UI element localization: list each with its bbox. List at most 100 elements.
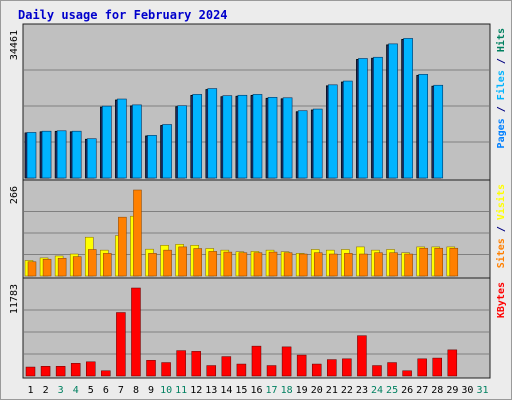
bar-kbytes-day-22	[342, 358, 352, 377]
bar-sites-day-2	[42, 258, 52, 277]
bar-kbytes-day-29	[447, 349, 458, 377]
legend-files: Files	[495, 70, 507, 100]
x-tick-label: 27	[416, 385, 428, 396]
legend-sites: Sites	[495, 238, 507, 268]
bar-kbytes-day-10	[161, 362, 171, 377]
bar-sites-day-22	[344, 253, 353, 277]
bar-sites-day-14	[223, 251, 233, 277]
bar-files-day-18	[282, 97, 293, 179]
x-tick-label: 29	[446, 385, 458, 396]
bar-kbytes-day-12	[191, 351, 201, 377]
bar-kbytes-day-20	[311, 363, 322, 377]
bar-sites-day-23	[359, 253, 368, 277]
bar-kbytes-day-25	[387, 362, 397, 377]
x-tick-label: 9	[148, 385, 154, 396]
bar-sites-day-28	[434, 247, 443, 277]
bar-sites-day-24	[374, 252, 383, 277]
bar-files-day-17	[267, 97, 278, 179]
x-tick-label: 30	[461, 385, 473, 396]
bar-kbytes-day-6	[101, 370, 111, 377]
bar-sites-day-5	[88, 249, 97, 277]
bar-sites-day-1	[27, 261, 37, 277]
bar-files-day-19	[297, 110, 308, 179]
bar-kbytes-day-17	[266, 365, 277, 377]
x-axis-labels: 1 2 3 4 5 6 7 8 9 10 11 12 13 14 15 16 17 18 19 20 21 22 23 24 2…	[28, 385, 489, 396]
bar-sites-day-27	[419, 247, 428, 277]
bar-files-day-23	[358, 58, 368, 179]
bar-kbytes-day-27	[417, 358, 427, 377]
x-tick-label: 2	[43, 385, 49, 396]
x-tick-label: 18	[281, 385, 293, 396]
panel-visits: 266 Sites / Visits	[9, 179, 507, 279]
x-tick-label: 26	[401, 385, 413, 396]
x-tick-label: 15	[235, 385, 247, 396]
bar-kbytes-day-19	[296, 354, 307, 377]
panel-visits-legend: Sites / Visits	[495, 184, 507, 268]
bar-files-day-11	[177, 105, 187, 179]
bar-files-day-25	[388, 43, 398, 179]
bar-kbytes-day-26	[402, 370, 412, 377]
x-tick-label: 11	[175, 385, 187, 396]
bar-files-day-2	[41, 130, 52, 179]
bar-kbytes-day-1	[25, 366, 36, 377]
bar-sites-day-20	[313, 252, 323, 277]
bar-files-day-13	[207, 88, 218, 179]
x-tick-label: 13	[205, 385, 217, 396]
legend-hits: Hits	[495, 28, 507, 52]
bar-files-day-16	[252, 94, 263, 179]
bar-files-day-4	[71, 130, 82, 179]
bar-sites-day-16	[253, 252, 263, 277]
x-tick-label: 17	[266, 385, 278, 396]
legend-separator: /	[496, 220, 507, 238]
x-tick-label: 25	[386, 385, 398, 396]
x-tick-label: 19	[296, 385, 308, 396]
x-tick-label: 28	[431, 385, 443, 396]
bar-sites-day-11	[178, 246, 187, 277]
bar-kbytes-day-11	[176, 350, 186, 377]
x-tick-label: 21	[326, 385, 338, 396]
bar-sites-day-25	[389, 252, 398, 277]
x-tick-label: 12	[190, 385, 202, 396]
bar-files-day-10	[162, 124, 172, 179]
bar-kbytes-day-9	[146, 360, 156, 377]
bar-sites-day-6	[103, 253, 112, 277]
bar-files-day-8	[132, 104, 142, 179]
panel-visits-bars	[24, 189, 459, 277]
x-tick-label: 23	[356, 385, 368, 396]
x-tick-label: 16	[250, 385, 262, 396]
bar-files-day-9	[147, 135, 157, 179]
bar-kbytes-day-21	[327, 359, 337, 377]
bar-kbytes-day-13	[206, 365, 217, 377]
bar-sites-day-8	[133, 189, 142, 277]
bar-files-day-7	[117, 98, 127, 179]
x-tick-label: 31	[476, 385, 488, 396]
x-tick-label: 3	[58, 385, 64, 396]
bar-files-day-1	[26, 132, 37, 179]
legend-separator: /	[496, 100, 507, 118]
panel-kbytes-bars	[25, 287, 458, 377]
bar-sites-day-26	[404, 253, 413, 277]
x-tick-label: 6	[103, 385, 109, 396]
chart-panels: 34461 Pages / Files / Hits 266 Sites / Visi…	[9, 23, 507, 379]
bar-sites-day-12	[193, 248, 202, 277]
x-tick-label: 22	[341, 385, 353, 396]
x-tick-label: 5	[88, 385, 94, 396]
panel-kbytes-legend: KBytes	[496, 282, 507, 318]
bar-kbytes-day-4	[70, 363, 81, 377]
bar-files-day-5	[86, 138, 97, 179]
bar-sites-day-13	[208, 251, 218, 277]
chart-title: Daily usage for February 2024	[18, 8, 228, 22]
bar-sites-day-17	[268, 251, 278, 277]
legend-separator: /	[496, 52, 507, 70]
bar-files-day-12	[192, 94, 203, 179]
bar-sites-day-19	[298, 253, 308, 277]
panel-kbytes-max-label: 11783	[9, 284, 20, 314]
bar-files-day-15	[237, 94, 248, 179]
bar-sites-day-18	[283, 252, 293, 277]
bar-sites-day-21	[329, 253, 338, 277]
bar-kbytes-day-14	[221, 356, 232, 377]
bar-sites-day-3	[57, 257, 67, 277]
panel-hits-bars	[24, 38, 444, 179]
x-tick-label: 10	[160, 385, 172, 396]
